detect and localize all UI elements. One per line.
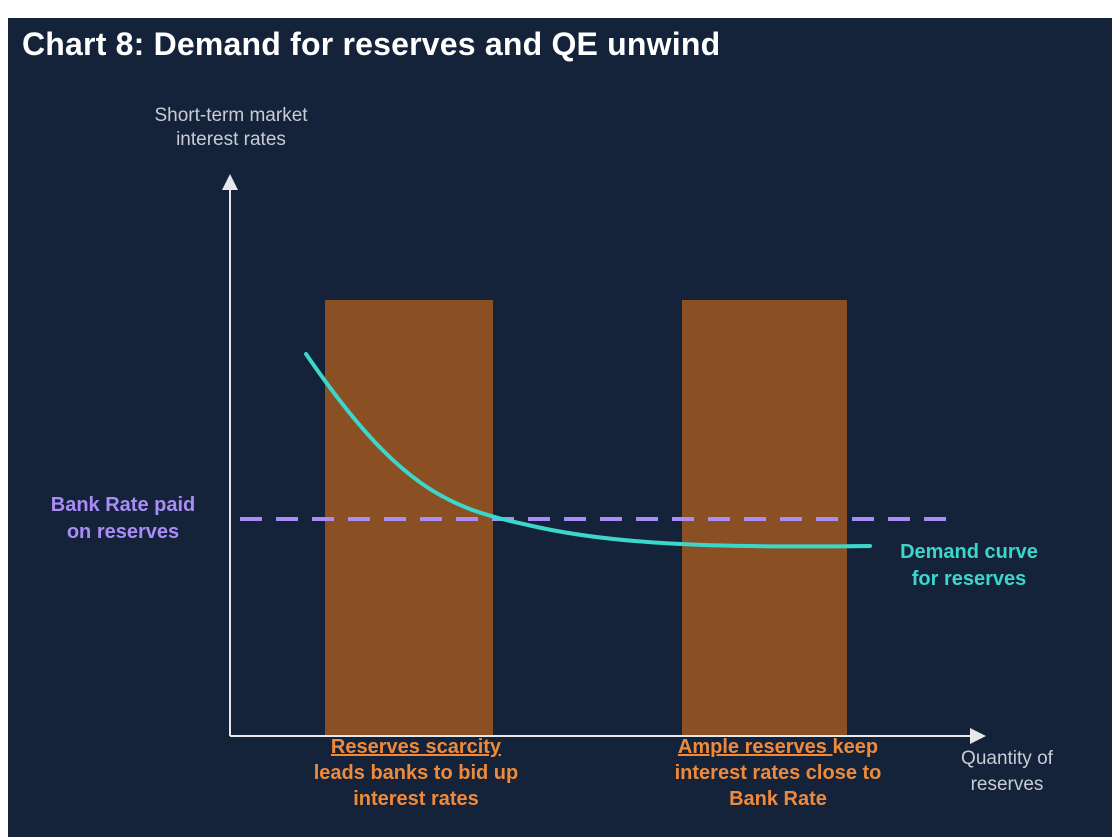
scarcity-annotation-line1: Reserves scarcity <box>266 734 566 760</box>
scarcity-annotation: Reserves scarcity leads banks to bid up … <box>266 734 566 812</box>
x-axis-label-line1: Quantity of <box>961 748 1053 769</box>
demand-curve-label-line2: for reserves <box>911 568 1027 590</box>
ample-annotation: Ample reserves keep interest rates close… <box>618 734 938 812</box>
ample-line1-rest: keep <box>832 736 879 758</box>
ample-annotation-line2: interest rates close to <box>674 762 882 784</box>
y-axis-label-line2: interest rates <box>176 129 286 150</box>
demand-curve-label-line1: Demand curve <box>900 541 1038 563</box>
y-axis-label-line1: Short-term market <box>154 105 308 126</box>
x-axis-label-line2: reserves <box>970 774 1044 795</box>
diagram-svg <box>222 174 986 744</box>
y-axis-arrowhead <box>222 174 238 190</box>
bank-rate-label: Bank Rate paid on reserves <box>28 492 218 546</box>
x-axis-arrowhead <box>970 728 986 744</box>
x-axis-label: Quantity of reserves <box>932 746 1082 798</box>
y-axis-label: Short-term market interest rates <box>111 104 351 152</box>
ample-annotation-line3: Bank Rate <box>729 788 827 810</box>
ample-annotation-line1: Ample reserves keep <box>618 734 938 760</box>
scarcity-annotation-line2: leads banks to bid up <box>313 762 519 784</box>
demand-curve-label: Demand curve for reserves <box>874 539 1064 593</box>
bank-rate-label-line1: Bank Rate paid <box>50 494 196 516</box>
bank-rate-label-line2: on reserves <box>66 521 180 543</box>
scarcity-annotation-line3: interest rates <box>353 788 479 810</box>
ample-highlight-text: Ample reserves <box>677 736 833 758</box>
scarcity-highlight-text: Reserves scarcity <box>330 736 502 758</box>
chart-canvas: Chart 8: Demand for reserves and QE unwi… <box>8 18 1112 837</box>
chart-title: Chart 8: Demand for reserves and QE unwi… <box>22 26 721 62</box>
demand-curve-line <box>304 352 872 549</box>
